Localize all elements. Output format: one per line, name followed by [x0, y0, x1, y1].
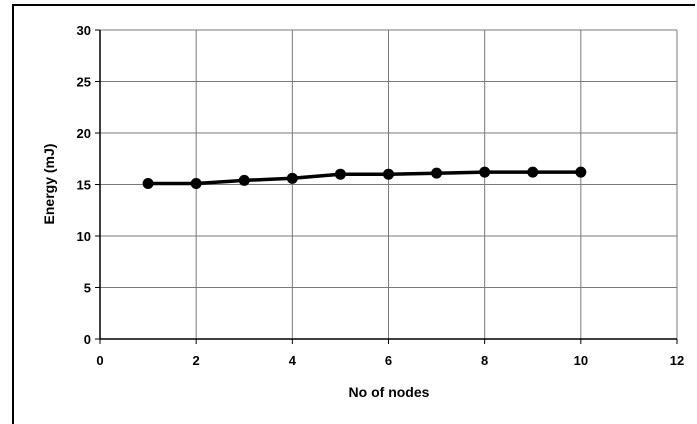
chart-frame	[12, 4, 695, 424]
y-axis-title: Energy (mJ)	[41, 144, 57, 225]
data-point	[238, 174, 250, 186]
x-tick-label: 2	[193, 353, 200, 368]
y-tick-labels: 0 5 10 15 20 25 30	[77, 23, 91, 347]
data-point	[286, 172, 298, 184]
axes	[95, 29, 678, 344]
data-point	[575, 166, 587, 178]
data-point	[142, 177, 154, 189]
data-point	[334, 168, 346, 180]
x-tick-label: 8	[481, 353, 488, 368]
data-point	[479, 166, 491, 178]
data-point	[383, 168, 394, 180]
y-tick-label: 30	[77, 23, 91, 38]
data-point	[527, 166, 539, 178]
x-tick-label: 12	[670, 353, 684, 368]
x-tick-labels: 0 2 4 6 8 10 12	[96, 353, 684, 368]
y-tick-label: 10	[77, 229, 91, 244]
y-tick-label: 0	[84, 332, 91, 347]
y-tick-label: 5	[84, 281, 91, 296]
x-tick-label: 6	[385, 353, 392, 368]
y-tick-label: 15	[77, 178, 91, 193]
series-layer	[142, 166, 587, 189]
x-axis-title: No of nodes	[349, 384, 430, 400]
y-tick-label: 25	[77, 75, 91, 90]
data-point	[431, 167, 443, 179]
x-tick-label: 10	[574, 353, 588, 368]
data-point	[190, 177, 202, 189]
grid-lines	[100, 29, 678, 339]
x-tick-label: 0	[96, 353, 103, 368]
x-tick-label: 4	[289, 353, 297, 368]
y-tick-label: 20	[77, 126, 91, 141]
series-line	[148, 170, 581, 186]
